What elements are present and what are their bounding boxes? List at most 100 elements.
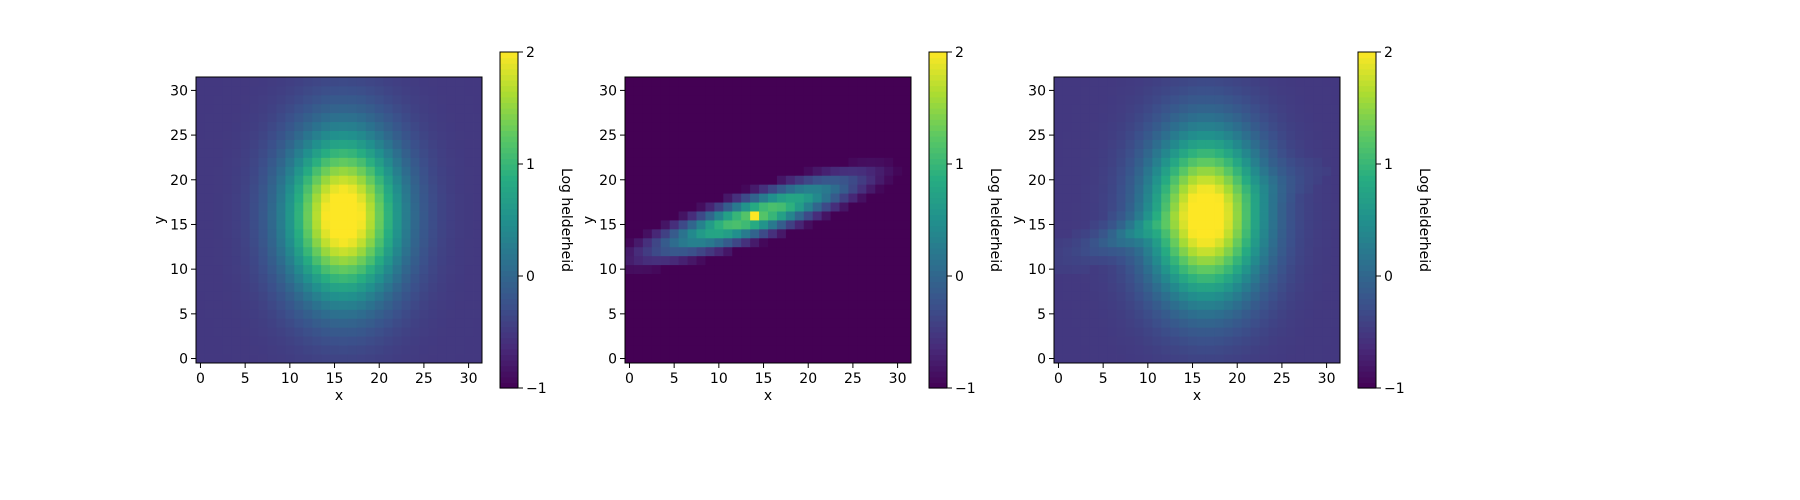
heatmap-cell <box>848 255 858 266</box>
heatmap-cell <box>285 327 295 337</box>
heatmap-cell <box>803 85 814 96</box>
heatmap-cell <box>785 228 796 239</box>
heatmap-cell <box>1268 77 1278 87</box>
heatmap-cell <box>1277 184 1287 194</box>
heatmap-cell <box>437 264 447 275</box>
heatmap-cell <box>1152 130 1162 140</box>
heatmap-cell <box>1098 121 1109 132</box>
heatmap-cell <box>1205 211 1216 221</box>
heatmap-cell <box>339 139 349 149</box>
heatmap-cell <box>401 291 411 301</box>
heatmap-cell <box>356 157 367 167</box>
heatmap-cell <box>419 246 429 257</box>
heatmap-cell <box>830 211 840 221</box>
heatmap-cell <box>642 336 653 346</box>
heatmap-cell <box>669 202 680 212</box>
heatmap-cell <box>1250 175 1260 185</box>
heatmap-cell <box>732 291 742 301</box>
colorbar-tick-label: 1 <box>1384 157 1393 173</box>
heatmap-cell <box>1071 130 1082 140</box>
heatmap-cell <box>857 184 867 194</box>
heatmap-cell <box>455 237 465 248</box>
heatmap-cell <box>714 130 724 140</box>
heatmap-cell <box>785 130 796 140</box>
heatmap-cell <box>1295 112 1305 123</box>
heatmap-cell <box>383 85 394 96</box>
heatmap-cell <box>1223 282 1234 292</box>
colorbar-segment <box>1358 141 1376 148</box>
heatmap-cell <box>1259 85 1269 96</box>
heatmap-cell <box>1232 103 1243 114</box>
colorbar-segment <box>929 74 947 81</box>
heatmap-cell <box>750 220 760 230</box>
heatmap-cell <box>231 336 242 346</box>
heatmap-cell <box>1107 264 1117 275</box>
heatmap-cell <box>1313 193 1323 203</box>
heatmap-cell <box>705 94 715 105</box>
heatmap-cell <box>1241 103 1252 114</box>
x-axis-label: x <box>335 388 343 404</box>
heatmap-cell <box>1304 94 1314 105</box>
heatmap-cell <box>294 103 304 114</box>
heatmap-cell <box>365 309 376 319</box>
heatmap-cell <box>732 175 742 185</box>
heatmap-cell <box>464 291 474 301</box>
heatmap-cell <box>1188 94 1198 105</box>
axes-frame <box>1053 76 1341 364</box>
heatmap-cell <box>1331 112 1341 123</box>
heatmap-cell <box>884 336 894 346</box>
heatmap-cell <box>347 327 358 337</box>
heatmap-cell <box>866 318 876 328</box>
heatmap-cell <box>294 273 304 283</box>
heatmap-cell <box>794 246 805 257</box>
heatmap-cell <box>303 94 313 105</box>
heatmap-cell <box>857 220 867 230</box>
heatmap-cell <box>1304 211 1314 221</box>
colorbar-segment <box>1358 108 1376 115</box>
heatmap-cell <box>633 94 644 105</box>
heatmap-cell <box>294 327 304 337</box>
heatmap-cell <box>410 273 420 283</box>
heatmap-cell <box>240 228 251 239</box>
heatmap-cell <box>213 255 224 266</box>
heatmap-cell <box>1170 94 1180 105</box>
heatmap-cell <box>392 112 402 123</box>
heatmap-cell <box>1054 220 1064 230</box>
heatmap-cell <box>812 166 823 176</box>
heatmap-cell <box>464 309 474 319</box>
colorbar-segment <box>1358 164 1376 171</box>
heatmap-cell <box>213 282 224 292</box>
heatmap-cell <box>687 282 697 292</box>
heatmap-cell <box>1304 273 1314 283</box>
heatmap-cell <box>446 282 456 292</box>
heatmap-cell <box>365 345 376 355</box>
heatmap-cell <box>1062 166 1073 176</box>
heatmap-cell <box>1080 130 1091 140</box>
heatmap-cell <box>312 336 322 346</box>
heatmap-cell <box>875 220 885 230</box>
heatmap-cell <box>1295 166 1305 176</box>
heatmap-cell <box>714 228 724 239</box>
heatmap-cell <box>687 139 697 149</box>
heatmap-cell <box>258 300 268 310</box>
heatmap-cell <box>428 291 438 301</box>
heatmap-cell <box>848 211 858 221</box>
heatmap-cell <box>732 112 742 123</box>
heatmap-cell <box>321 309 331 319</box>
x-tick-label: 10 <box>281 371 299 387</box>
heatmap-cell <box>1143 220 1153 230</box>
heatmap-cell <box>356 345 367 355</box>
heatmap-cell <box>821 264 831 275</box>
heatmap-cell <box>1322 291 1332 301</box>
heatmap-cell <box>267 184 277 194</box>
heatmap-cell <box>356 166 367 176</box>
heatmap-cell <box>1152 202 1162 212</box>
heatmap-cell <box>249 354 259 364</box>
heatmap-cell <box>321 246 331 257</box>
heatmap-cell <box>1134 85 1144 96</box>
heatmap-cell <box>625 220 635 230</box>
heatmap-cell <box>347 273 358 283</box>
heatmap-cell <box>321 184 331 194</box>
heatmap-cell <box>759 148 769 158</box>
heatmap-cell <box>660 121 671 132</box>
